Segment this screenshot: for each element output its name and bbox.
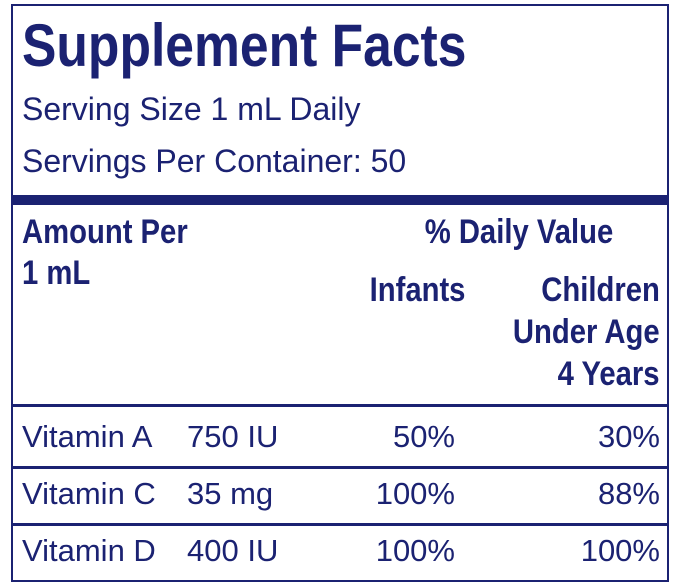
nutrient-name: Vitamin C (22, 476, 156, 511)
children-dv: 88% (597, 476, 660, 511)
column-header: Children (541, 271, 660, 309)
amount: 35 mg (187, 476, 274, 511)
children-dv: 100% (580, 533, 660, 568)
title: Supplement Facts (22, 12, 467, 79)
row-rule (13, 523, 667, 526)
panel-border (11, 4, 669, 582)
thick-rule (13, 195, 667, 205)
column-header: 1 mL (22, 254, 91, 292)
children-dv: 30% (597, 419, 660, 454)
column-header: Infants (369, 271, 465, 309)
column-header: 4 Years (558, 355, 660, 393)
infants-dv: 100% (375, 533, 455, 568)
amount: 750 IU (187, 419, 279, 454)
serving-size: Serving Size 1 mL Daily (22, 91, 361, 127)
servings-per-container: Servings Per Container: 50 (22, 143, 407, 179)
column-header: Under Age (513, 313, 660, 351)
column-header: % Daily Value (424, 213, 613, 251)
row-rule (13, 466, 667, 469)
nutrient-name: Vitamin D (22, 533, 156, 568)
infants-dv: 50% (392, 419, 455, 454)
nutrient-name: Vitamin A (22, 419, 153, 454)
row-rule (13, 404, 667, 407)
infants-dv: 100% (375, 476, 455, 511)
amount: 400 IU (187, 533, 279, 568)
column-header: Amount Per (22, 213, 188, 251)
